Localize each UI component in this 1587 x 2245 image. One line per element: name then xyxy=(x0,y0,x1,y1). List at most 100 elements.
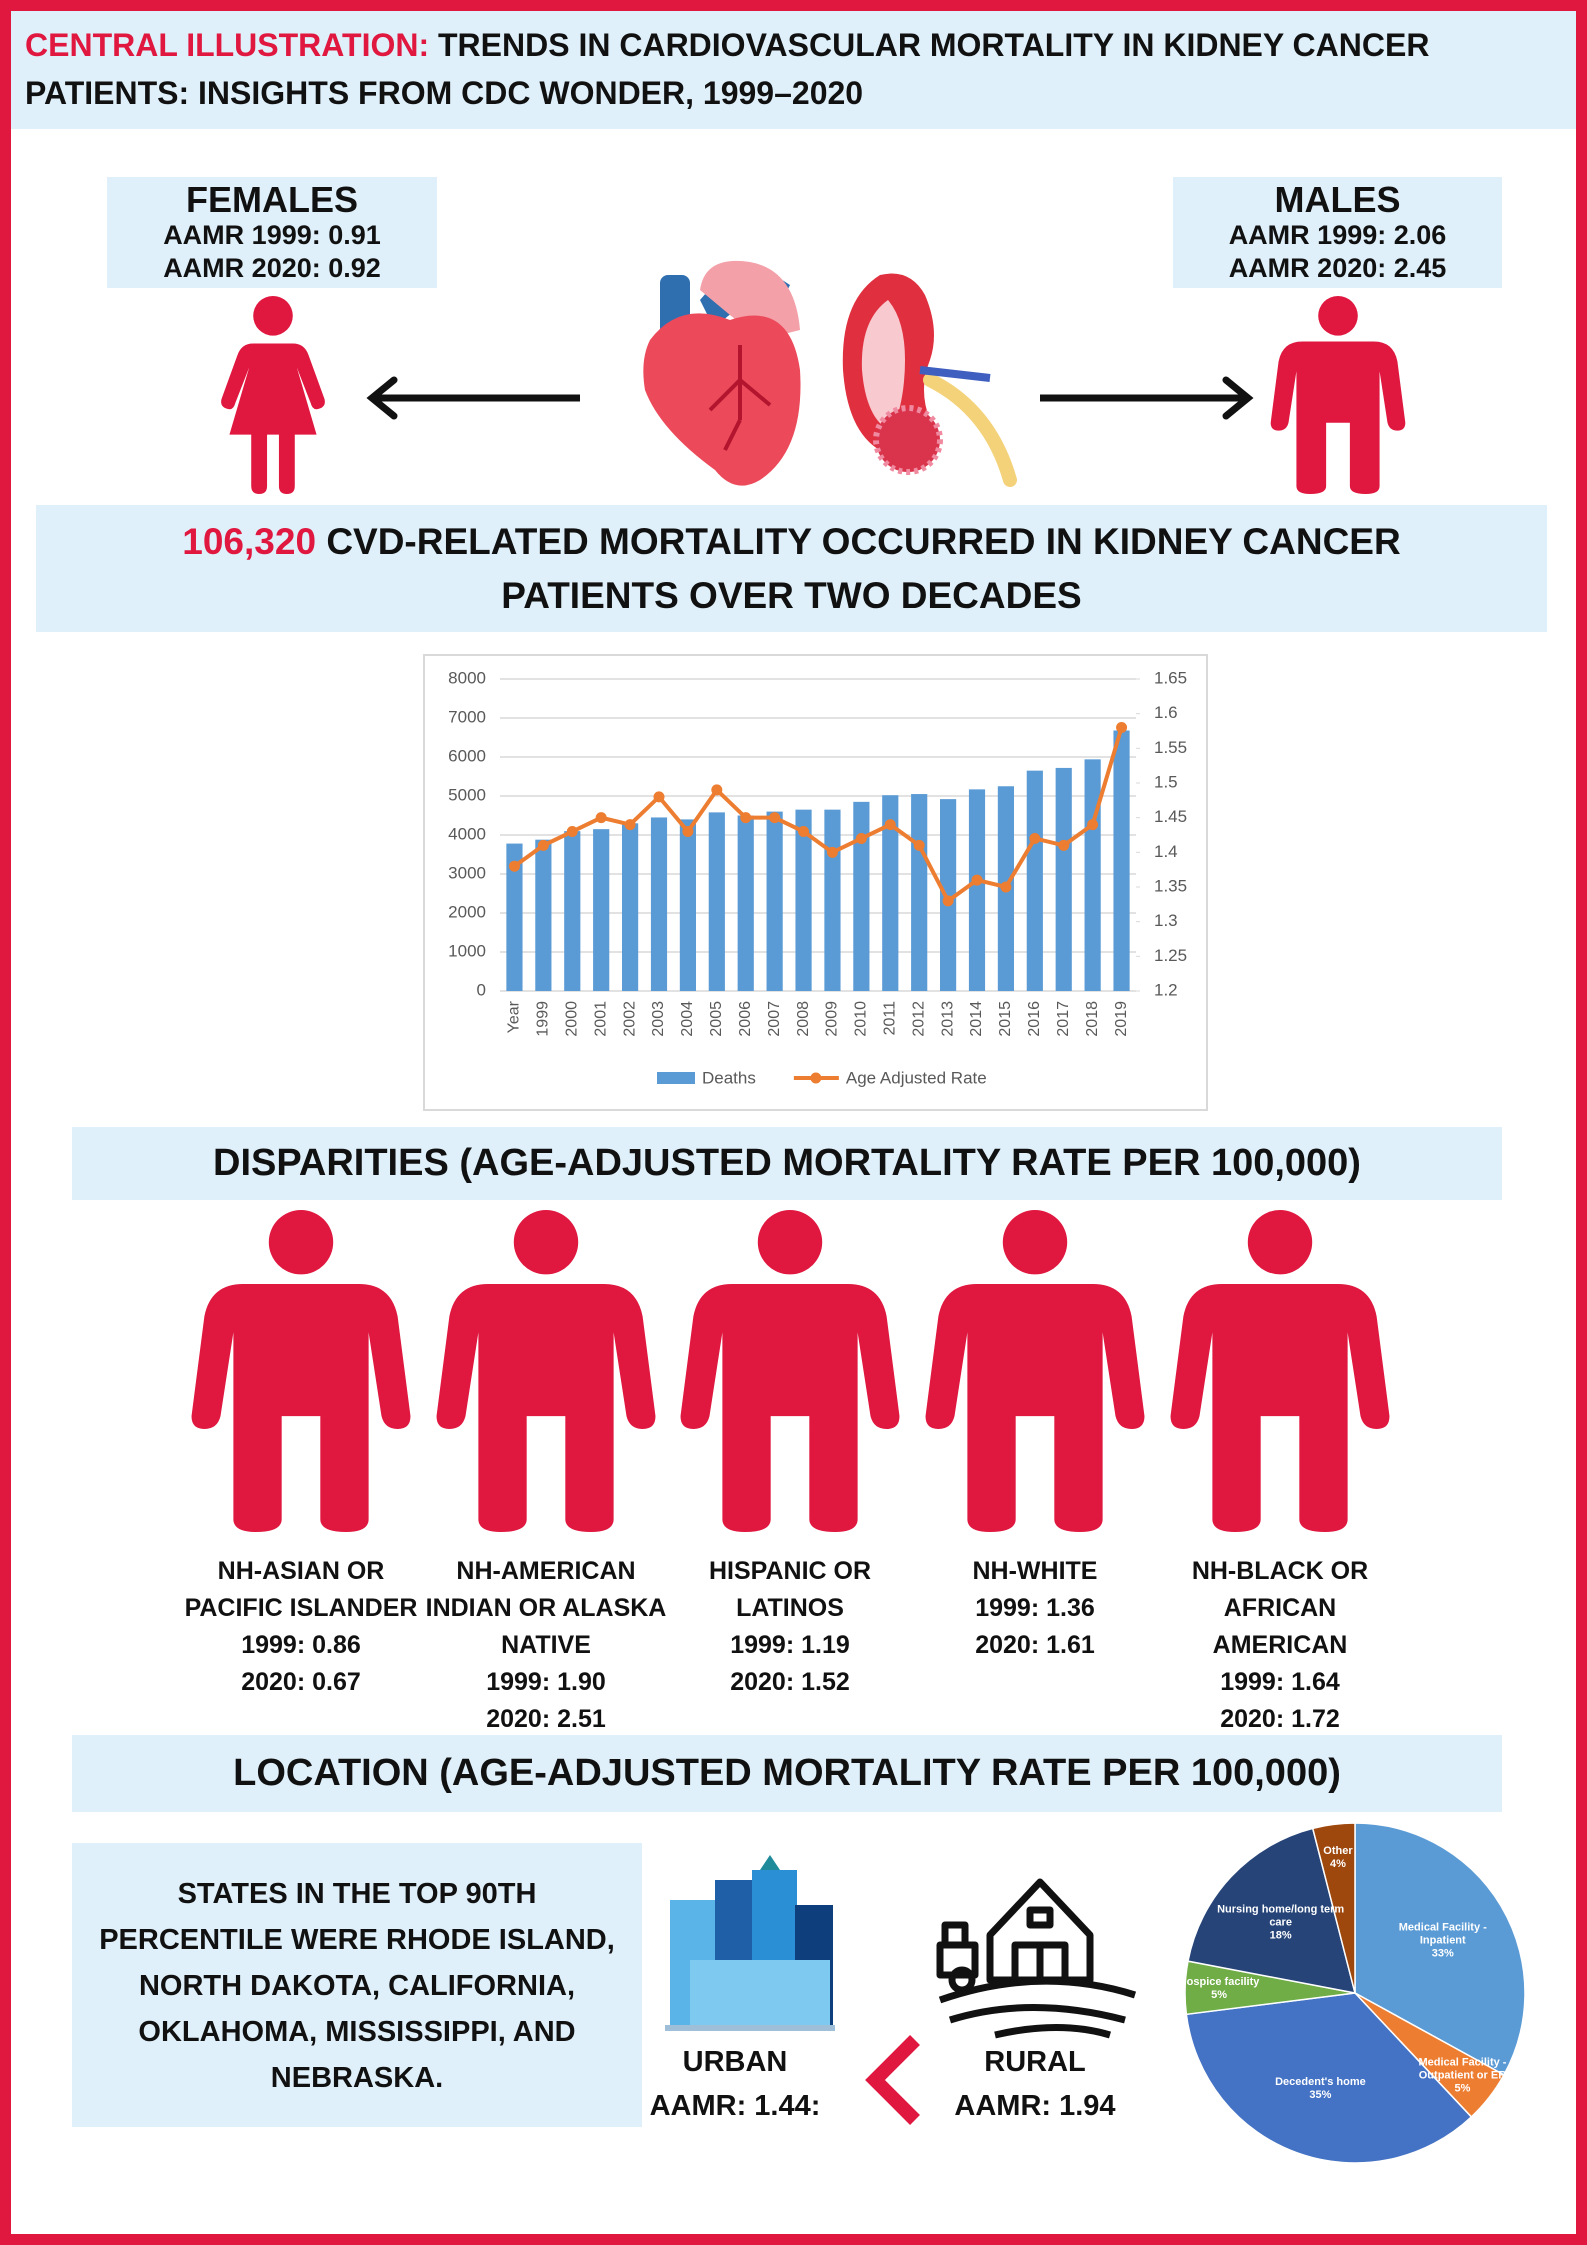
pie-slice xyxy=(1354,1822,1526,2076)
person-icon xyxy=(191,1210,411,1532)
pie-category: Other xyxy=(1323,1845,1353,1858)
disparities-title: DISPARITIES (AGE-ADJUSTED MORTALITY RATE… xyxy=(72,1127,1502,1200)
group-rate: 2020: 0.67 xyxy=(241,1668,361,1696)
x-tick-label: 1999 xyxy=(535,1001,552,1037)
header-label: CENTRAL ILLUSTRATION: xyxy=(25,27,430,63)
bar xyxy=(968,789,986,991)
females-line: AAMR 2020: 0.92 xyxy=(163,253,381,283)
line-marker xyxy=(624,819,636,831)
y-tick-label: 6000 xyxy=(448,746,486,765)
rural-name: RURAL xyxy=(984,2046,1086,2078)
head xyxy=(1318,296,1358,336)
x-tick-label: 2013 xyxy=(939,1001,956,1037)
chart-frame xyxy=(423,654,1208,1111)
x-tick-label: 2015 xyxy=(997,1001,1014,1037)
group-rate: 1999: 1.36 xyxy=(975,1594,1095,1622)
bar xyxy=(911,794,928,991)
bar xyxy=(1084,759,1101,991)
body xyxy=(436,1284,656,1532)
group-rate: 1999: 1.64 xyxy=(1220,1668,1340,1696)
header: CENTRAL ILLUSTRATION: TRENDS IN CARDIOVA… xyxy=(11,11,1576,129)
y2-tick-label: 1.45 xyxy=(1154,807,1187,826)
line-marker xyxy=(711,784,723,796)
line-marker xyxy=(1000,881,1012,893)
line-marker xyxy=(566,826,578,838)
head xyxy=(1247,1210,1313,1275)
pie-category: Decedent's home xyxy=(1275,2075,1366,2088)
x-tick-label: 2016 xyxy=(1026,1001,1043,1037)
tumor xyxy=(873,405,943,475)
y2-tick-label: 1.55 xyxy=(1154,738,1187,757)
female-icon xyxy=(221,296,325,494)
bar xyxy=(564,831,581,991)
pie-label: Other 4% xyxy=(1288,1845,1388,1871)
disparity-group: NH-AMERICAN INDIAN OR ALASKA NATIVE 1999:… xyxy=(421,1553,671,1738)
males-line: AAMR 1999: 2.06 xyxy=(1228,220,1447,250)
females-line: AAMR 1999: 0.91 xyxy=(163,220,381,250)
bar xyxy=(708,812,725,991)
bar xyxy=(737,815,754,991)
illustration xyxy=(643,260,1017,487)
bar xyxy=(824,809,841,991)
rural-label: RURAL AAMR: 1.94 xyxy=(935,2040,1135,2128)
bar xyxy=(1055,767,1072,991)
line-marker xyxy=(537,839,549,851)
pie-slice xyxy=(1187,1827,1357,1994)
pie-value-label: 33% xyxy=(1431,1947,1454,1960)
x-tick-label: Year xyxy=(506,1000,523,1033)
arrow-head xyxy=(1222,376,1254,420)
y-tick-label: 3000 xyxy=(448,863,486,882)
urban-name: URBAN xyxy=(682,2046,788,2078)
y-tick-label: 7000 xyxy=(448,707,486,726)
pie-value-label: 35% xyxy=(1309,2088,1332,2101)
pie-value-label: 5% xyxy=(1454,2082,1471,2095)
females-title: FEMALES xyxy=(185,179,358,220)
group-rate: 1999: 1.90 xyxy=(486,1668,606,1696)
females-box: FEMALES AAMR 1999: 0.91 AAMR 2020: 0.92 xyxy=(107,177,437,288)
x-tick-label: 2018 xyxy=(1084,1001,1101,1037)
chevron xyxy=(865,2035,920,2125)
pie-category: Medical Facility - Outpatient or ER xyxy=(1418,2056,1507,2082)
y2-tick-label: 1.35 xyxy=(1154,876,1187,895)
bar xyxy=(679,819,697,991)
x-tick-label: 2004 xyxy=(679,1001,696,1037)
barn xyxy=(986,1878,1094,1984)
group-rate: 2020: 1.72 xyxy=(1220,1705,1340,1733)
disparity-group: NH-ASIAN OR PACIFIC ISLANDER 1999: 0.86 20… xyxy=(176,1553,426,1701)
line-marker xyxy=(508,860,520,872)
pie-category: Hospice facility xyxy=(1178,1975,1260,1988)
line-marker xyxy=(682,826,694,838)
ureter xyxy=(923,373,1017,487)
person-icon xyxy=(925,1210,1145,1532)
group-name: NH-AMERICAN INDIAN OR ALASKA NATIVE xyxy=(425,1557,667,1659)
x-tick-label: 2006 xyxy=(737,1001,754,1037)
urban-rate: AAMR: 1.44: xyxy=(649,2090,821,2122)
bar xyxy=(506,843,523,991)
line-marker xyxy=(769,812,781,824)
body xyxy=(1170,1284,1390,1532)
bar xyxy=(853,801,870,991)
barn-icon xyxy=(936,1878,1137,2039)
x-tick-label: 2009 xyxy=(824,1001,841,1037)
bar xyxy=(1026,770,1043,991)
x-tick-label: 2017 xyxy=(1055,1001,1072,1037)
line-marker xyxy=(855,832,867,844)
renal-vein xyxy=(919,366,991,382)
legend-label: Deaths xyxy=(702,1068,756,1087)
pie-label: Hospice facility 5% xyxy=(1169,1976,1269,2002)
pie-label: Decedent's home 35% xyxy=(1255,2076,1385,2102)
spire xyxy=(760,1855,780,1870)
line-marker xyxy=(942,895,954,907)
line-marker xyxy=(971,874,983,886)
group-rate: 1999: 1.19 xyxy=(730,1631,850,1659)
pie-label: Nursing home/long term care 18% xyxy=(1216,1904,1346,1943)
head xyxy=(268,1210,334,1275)
banner-highlight: 106,320 xyxy=(182,521,317,562)
y-tick-label: 2000 xyxy=(448,902,486,921)
x-tick-label: 2008 xyxy=(795,1001,812,1037)
x-tick-label: 2012 xyxy=(910,1001,927,1037)
line-marker xyxy=(595,812,607,824)
males-box: MALES AAMR 1999: 2.06 AAMR 2020: 2.45 xyxy=(1173,177,1502,288)
head xyxy=(757,1210,823,1275)
